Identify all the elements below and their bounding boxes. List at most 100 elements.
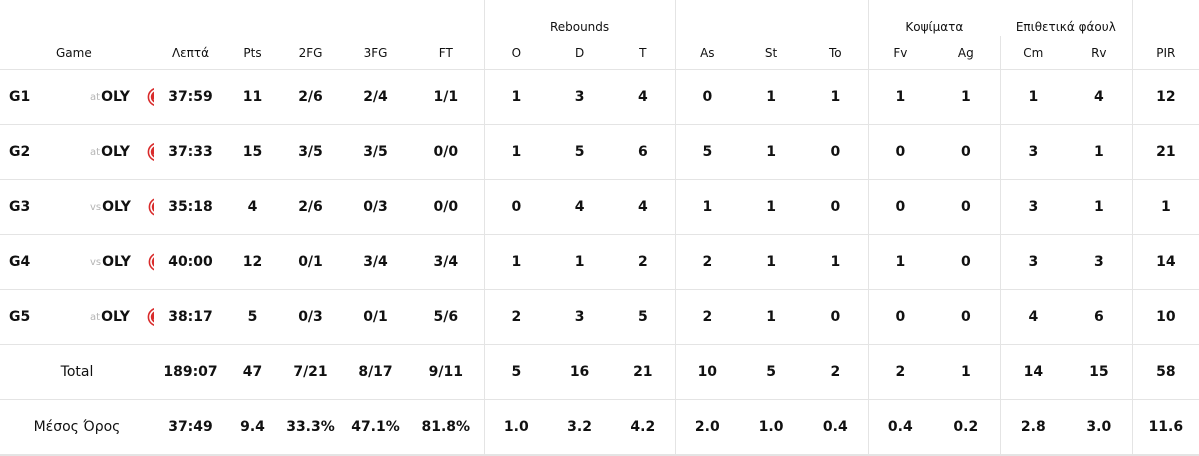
stat-t: 2 [611, 234, 676, 290]
stat-fv: 0 [867, 289, 933, 345]
stat-pts: 11 [227, 69, 278, 125]
stat-cm: 1 [999, 69, 1067, 125]
average-o: 1.0 [483, 399, 549, 456]
average-fg3: 47.1% [343, 399, 408, 456]
column-header-row: Game Λεπτά Pts 2FG 3FG FT O D T As St To… [0, 36, 1199, 70]
olympiacos-logo-icon [147, 86, 154, 108]
stat-fg2: 0/1 [278, 234, 343, 290]
stat-ft: 1/1 [408, 69, 485, 125]
stat-t: 6 [611, 124, 676, 180]
opponent-name[interactable]: OLY [101, 144, 130, 160]
stat-d: 4 [548, 179, 612, 235]
stat-o: 0 [483, 179, 549, 235]
stat-fg2: 3/5 [278, 124, 343, 180]
total-fv: 2 [867, 344, 933, 400]
stat-ag: 0 [932, 234, 1001, 290]
game-cell: vs OLY [46, 179, 154, 235]
total-as: 10 [674, 344, 740, 400]
col-d: D [548, 36, 612, 70]
venue-label: at [90, 146, 101, 158]
opponent-name[interactable]: OLY [102, 199, 131, 215]
group-rebounds: Rebounds [483, 0, 676, 36]
venue-label: at [90, 311, 101, 323]
stat-minutes: 40:00 [154, 234, 227, 290]
stat-pts: 4 [227, 179, 278, 235]
stat-ft: 0/0 [408, 124, 485, 180]
group-blocks: Κοψίματα [867, 0, 1001, 36]
stat-minutes: 37:59 [154, 69, 227, 125]
stat-st: 1 [739, 124, 804, 180]
average-st: 1.0 [739, 399, 804, 456]
stat-pts: 12 [227, 234, 278, 290]
game-row: G5 at OLY 38:17 5 0/3 0/1 5/6 2 3 5 2 1 0 0 0 4 6 10 [0, 289, 1199, 345]
average-cm: 2.8 [999, 399, 1067, 456]
stat-st: 1 [739, 289, 804, 345]
average-row-label: Μέσος Όρος [0, 399, 154, 456]
total-o: 5 [483, 344, 549, 400]
game-id: G4 [0, 234, 46, 290]
game-cell: at OLY [46, 124, 154, 180]
stat-ft: 0/0 [408, 179, 485, 235]
stat-d: 3 [548, 289, 612, 345]
stat-cm: 3 [999, 179, 1067, 235]
stat-to: 0 [803, 124, 869, 180]
venue-label: at [90, 91, 101, 103]
stat-t: 5 [611, 289, 676, 345]
stat-to: 0 [803, 289, 869, 345]
stat-to: 0 [803, 179, 869, 235]
col-st: St [739, 36, 804, 70]
total-rv: 15 [1066, 344, 1133, 400]
stat-t: 4 [611, 69, 676, 125]
stat-ag: 0 [932, 179, 1001, 235]
group-fouls: Επιθετικά φάουλ [1015, 20, 1116, 34]
stat-cm: 3 [999, 124, 1067, 180]
stat-fg2: 2/6 [278, 69, 343, 125]
col-as: As [674, 36, 740, 70]
game-cell: vs OLY [46, 234, 154, 290]
stat-to: 1 [803, 234, 869, 290]
col-pts: Pts [227, 36, 278, 70]
game-row: G2 at OLY 37:33 15 3/5 3/5 0/0 1 5 6 5 1 0 0 0 3 1 21 [0, 124, 1199, 180]
game-id: G2 [0, 124, 46, 180]
stat-pir: 14 [1131, 234, 1199, 290]
stat-fg2: 2/6 [278, 179, 343, 235]
stat-as: 0 [674, 69, 740, 125]
average-t: 4.2 [611, 399, 676, 456]
average-to: 0.4 [803, 399, 869, 456]
opponent-name[interactable]: OLY [101, 89, 130, 105]
stat-rv: 6 [1066, 289, 1133, 345]
stat-rv: 3 [1066, 234, 1133, 290]
total-fg2: 7/21 [278, 344, 343, 400]
opponent-name[interactable]: OLY [102, 254, 131, 270]
game-row: G3 vs OLY 35:18 4 2/6 0/3 0/0 0 4 4 1 1 0 0 0 3 1 1 [0, 179, 1199, 235]
total-fg3: 8/17 [343, 344, 408, 400]
stat-as: 2 [674, 289, 740, 345]
venue-label: vs [90, 201, 102, 213]
opponent-name[interactable]: OLY [101, 309, 130, 325]
stat-as: 2 [674, 234, 740, 290]
game-cell: at OLY [46, 289, 154, 345]
stat-st: 1 [739, 179, 804, 235]
col-3fg: 3FG [343, 36, 408, 70]
stat-o: 2 [483, 289, 549, 345]
average-d: 3.2 [548, 399, 612, 456]
stat-o: 1 [483, 124, 549, 180]
stat-ag: 0 [932, 289, 1001, 345]
stat-rv: 1 [1066, 124, 1133, 180]
venue-label: vs [90, 256, 102, 268]
col-cm: Cm [999, 36, 1067, 70]
stat-pir: 12 [1131, 69, 1199, 125]
stat-fg3: 0/3 [343, 179, 408, 235]
group-header-row: Rebounds Κοψίματα Επιθετικά φάουλ [0, 0, 1199, 36]
total-ft: 9/11 [408, 344, 485, 400]
total-to: 2 [803, 344, 869, 400]
stat-t: 4 [611, 179, 676, 235]
stat-fv: 0 [867, 179, 933, 235]
average-fg2: 33.3% [278, 399, 343, 456]
game-row: G4 vs OLY 40:00 12 0/1 3/4 3/4 1 1 2 2 1 1 1 0 3 3 14 [0, 234, 1199, 290]
stat-pir: 21 [1131, 124, 1199, 180]
stat-ag: 1 [932, 69, 1001, 125]
olympiacos-logo-icon [148, 196, 154, 218]
olympiacos-logo-icon [147, 306, 154, 328]
